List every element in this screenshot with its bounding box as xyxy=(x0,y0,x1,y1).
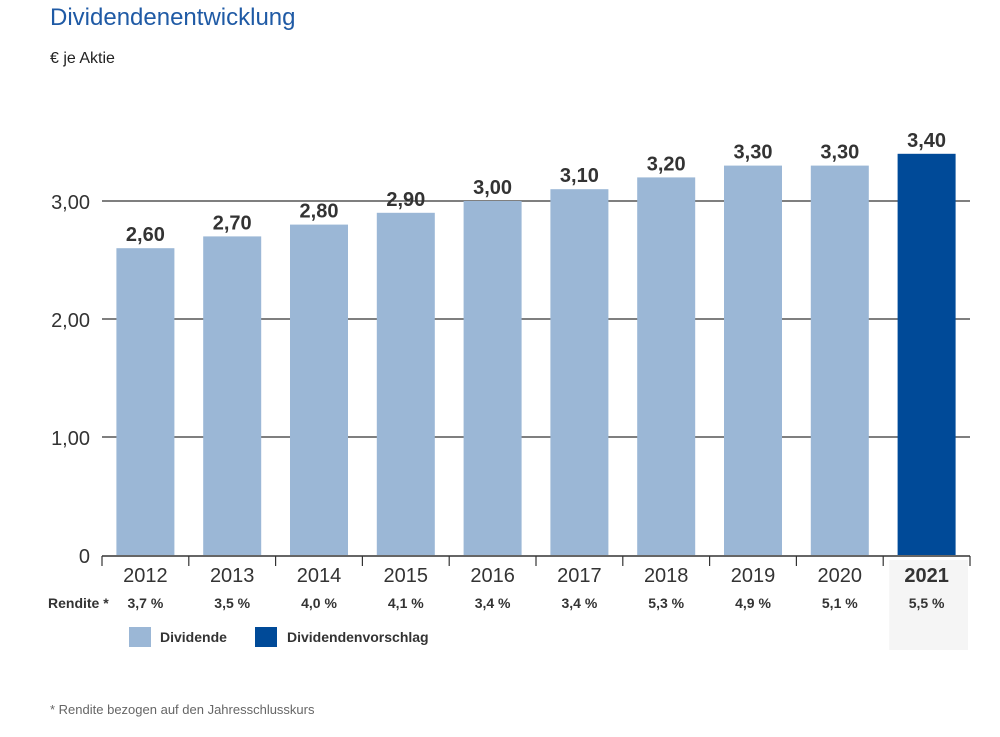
bar-value-label: 3,10 xyxy=(560,165,599,187)
dividend-bar-chart: 2,60 2,70 2,80 2,90 3,00 3,10 3,20 3,30 3,30 3,40… xyxy=(48,129,971,650)
rendite-value: 4,1 % xyxy=(388,595,424,611)
legend-swatch xyxy=(255,627,277,647)
y-tick-label: 1,00 xyxy=(51,428,90,450)
rendite-value: 5,3 % xyxy=(648,595,684,611)
bar-value-label: 2,90 xyxy=(386,189,425,211)
bar xyxy=(724,165,782,555)
bar xyxy=(376,212,435,556)
chart-title: Dividendenentwicklung xyxy=(50,4,296,31)
x-tick-label: 2012 xyxy=(123,565,168,587)
bar-value-label: 3,00 xyxy=(473,177,512,199)
x-tick-label: 2021 xyxy=(904,565,949,587)
bar xyxy=(203,236,262,555)
bar xyxy=(897,153,956,556)
legend-label: Dividende xyxy=(160,629,227,645)
y-tick-label: 3,00 xyxy=(51,192,90,214)
x-tick-label: 2015 xyxy=(384,565,429,587)
bar-value-label: 2,80 xyxy=(300,201,339,223)
rendite-value: 5,5 % xyxy=(909,595,945,611)
rendite-label: Rendite * xyxy=(48,595,109,611)
legend-swatch xyxy=(129,627,151,647)
chart-unit: € je Aktie xyxy=(50,50,115,67)
x-tick-label: 2017 xyxy=(557,565,602,587)
bar xyxy=(116,248,175,555)
x-tick-label: 2013 xyxy=(210,565,255,587)
bar-value-label: 2,70 xyxy=(213,212,252,234)
x-tick-label: 2019 xyxy=(731,565,776,587)
bar-value-label: 3,30 xyxy=(734,142,773,164)
y-tick-label: 2,00 xyxy=(51,310,90,332)
x-tick-label: 2016 xyxy=(470,565,515,587)
bar xyxy=(637,177,696,555)
bar-value-label: 3,40 xyxy=(907,130,946,152)
rendite-value: 3,5 % xyxy=(214,595,250,611)
bar-value-label: 3,30 xyxy=(820,142,859,164)
rendite-value: 3,4 % xyxy=(561,595,597,611)
x-tick-label: 2018 xyxy=(644,565,689,587)
bar xyxy=(810,165,869,555)
legend-label: Dividendenvorschlag xyxy=(287,629,429,645)
x-tick-label: 2020 xyxy=(818,565,863,587)
bar xyxy=(463,201,522,555)
rendite-value: 5,1 % xyxy=(822,595,858,611)
footnote: * Rendite bezogen auf den Jahresschlussk… xyxy=(50,702,315,717)
y-tick-label: 0 xyxy=(79,546,90,568)
bar-value-label: 2,60 xyxy=(126,224,165,246)
x-tick-label: 2014 xyxy=(297,565,342,587)
bar xyxy=(550,189,609,555)
rendite-value: 4,0 % xyxy=(301,595,337,611)
rendite-value: 3,7 % xyxy=(127,595,163,611)
rendite-value: 3,4 % xyxy=(475,595,511,611)
bar xyxy=(290,224,348,555)
rendite-value: 4,9 % xyxy=(735,595,771,611)
highlight-column-bg xyxy=(889,560,968,650)
bar-value-label: 3,20 xyxy=(647,153,686,175)
